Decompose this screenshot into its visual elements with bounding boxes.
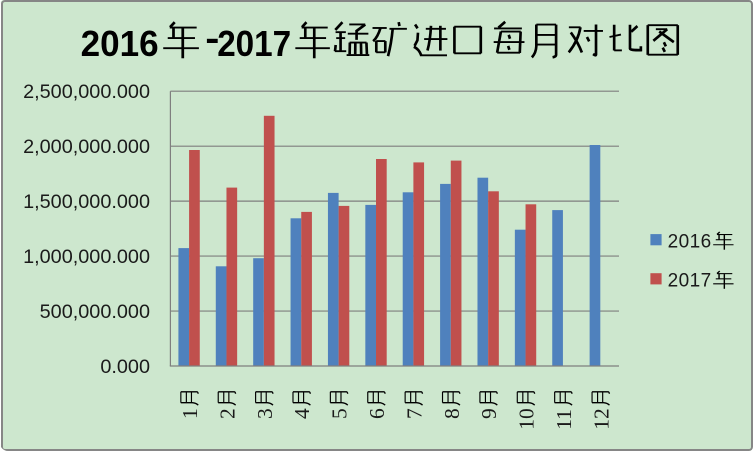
svg-text:6: 6 [365,408,389,419]
svg-text:5: 5 [328,408,352,419]
svg-text:2017: 2017 [217,23,291,64]
svg-text:2,500,000.000: 2,500,000.000 [23,81,150,103]
svg-text:500,000.000: 500,000.000 [40,301,150,323]
svg-text:2016: 2016 [668,232,712,253]
svg-text:2017: 2017 [668,271,712,292]
svg-text:4: 4 [290,408,314,419]
svg-text:7: 7 [402,408,426,419]
svg-text:2016: 2016 [81,23,159,64]
svg-text:8: 8 [440,408,464,419]
svg-text:3: 3 [253,408,277,419]
svg-text:0.000: 0.000 [100,356,150,378]
svg-text:10: 10 [515,408,539,430]
svg-text:1,500,000.000: 1,500,000.000 [23,191,150,213]
svg-text:12: 12 [589,408,613,430]
svg-text:11: 11 [552,409,576,430]
svg-text:9: 9 [477,408,501,419]
svg-text:2,000,000.000: 2,000,000.000 [23,136,150,158]
svg-text:2: 2 [215,408,239,419]
svg-text:1: 1 [178,408,202,419]
svg-text:1,000,000.000: 1,000,000.000 [23,246,150,268]
